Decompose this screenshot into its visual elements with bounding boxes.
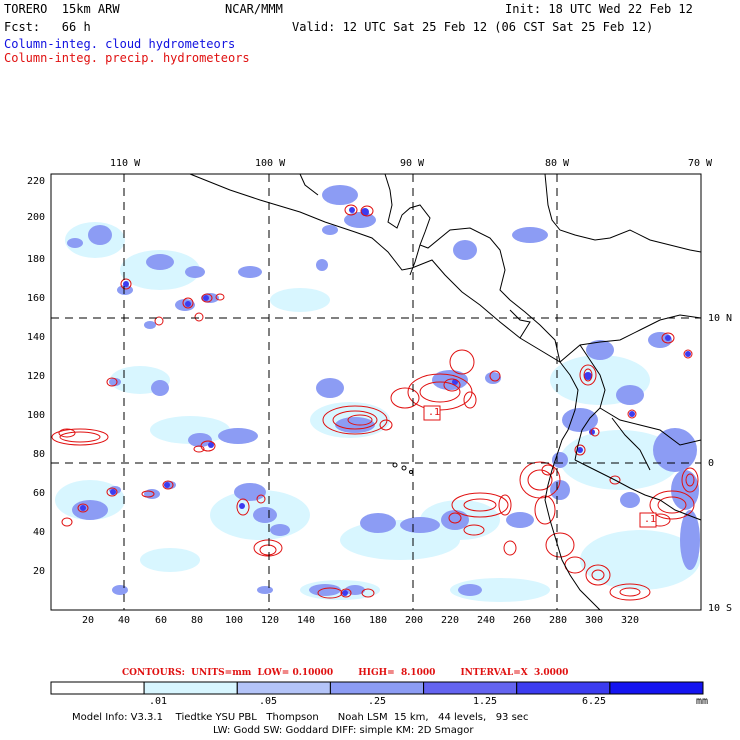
contour-info: CONTOURS: UNITS=mm LOW= 0.10000 HIGH= 8.… <box>122 668 569 678</box>
x-tick: 160 <box>333 615 352 626</box>
y-tick: 80 <box>33 449 46 460</box>
colorbar-cell <box>516 681 611 695</box>
gridlines <box>51 174 701 610</box>
y-tick: 40 <box>33 527 46 538</box>
forecast-map <box>50 173 702 611</box>
y-tick: 160 <box>27 293 46 304</box>
valid-time: Valid: 12 UTC Sat 25 Feb 12 (06 CST Sat … <box>292 20 654 34</box>
lon-label: 70 W <box>688 158 713 169</box>
colorbar-cell <box>143 681 238 695</box>
x-tick: 120 <box>261 615 280 626</box>
marker-label: .1 <box>644 514 657 525</box>
x-tick: 100 <box>225 615 244 626</box>
y-tick: 120 <box>27 371 46 382</box>
x-tick: 20 <box>82 615 95 626</box>
x-tick: 240 <box>477 615 496 626</box>
colorbar-label: .05 <box>259 696 278 707</box>
islands <box>392 462 413 474</box>
forecast-hour: Fcst: 66 h <box>4 20 91 34</box>
y-tick: 60 <box>33 488 46 499</box>
x-tick: 220 <box>441 615 460 626</box>
colorbar-cell <box>423 681 518 695</box>
legend-precip: Column-integ. precip. hydrometeors <box>4 51 250 65</box>
init-time: Init: 18 UTC Wed 22 Feb 12 <box>505 2 693 16</box>
x-tick: 60 <box>155 615 168 626</box>
precip-hydrometeor-contours <box>51 204 699 601</box>
model-title: TORERO 15km ARW <box>4 2 120 16</box>
y-tick: 140 <box>27 332 46 343</box>
lat-label: 0 <box>708 458 715 469</box>
y-tick: 100 <box>27 410 46 421</box>
x-tick: 180 <box>369 615 388 626</box>
x-tick: 80 <box>191 615 204 626</box>
x-tick: 280 <box>549 615 568 626</box>
lon-label: 110 W <box>110 158 141 169</box>
y-tick: 200 <box>27 212 46 223</box>
y-tick: 20 <box>33 566 46 577</box>
colorbar-label: .01 <box>149 696 168 707</box>
legend-cloud: Column-integ. cloud hydrometeors <box>4 37 236 51</box>
x-tick: 40 <box>118 615 131 626</box>
colorbar-cell <box>609 681 704 695</box>
x-tick: 320 <box>621 615 640 626</box>
lon-label: 100 W <box>255 158 286 169</box>
lat-label: 10 N <box>708 313 733 324</box>
colorbar-cell <box>236 681 331 695</box>
model-physics: LW: Godd SW: Goddard DIFF: simple KM: 2D… <box>213 725 474 736</box>
x-tick: 300 <box>585 615 604 626</box>
lat-label: 10 S <box>708 603 733 614</box>
box-markers <box>423 405 657 528</box>
marker-label: .1 <box>428 407 441 418</box>
lon-label: 80 W <box>545 158 570 169</box>
y-tick: 180 <box>27 254 46 265</box>
cloud-hydrometeor-field <box>55 185 700 602</box>
x-tick: 200 <box>405 615 424 626</box>
colorbar-label: 6.25 <box>582 696 607 707</box>
colorbar-cell <box>50 681 145 695</box>
x-tick: 140 <box>297 615 316 626</box>
org-label: NCAR/MMM <box>225 2 283 16</box>
model-info: Model Info: V3.3.1 Tiedtke YSU PBL Thomp… <box>72 712 529 723</box>
colorbar-unit: mm <box>696 696 709 707</box>
colorbar <box>50 681 704 695</box>
y-tick: 220 <box>27 176 46 187</box>
colorbar-label: .25 <box>368 696 387 707</box>
colorbar-label: 1.25 <box>473 696 498 707</box>
coastlines <box>189 173 702 611</box>
colorbar-cell <box>329 681 424 695</box>
lon-label: 90 W <box>400 158 425 169</box>
x-tick: 260 <box>513 615 532 626</box>
